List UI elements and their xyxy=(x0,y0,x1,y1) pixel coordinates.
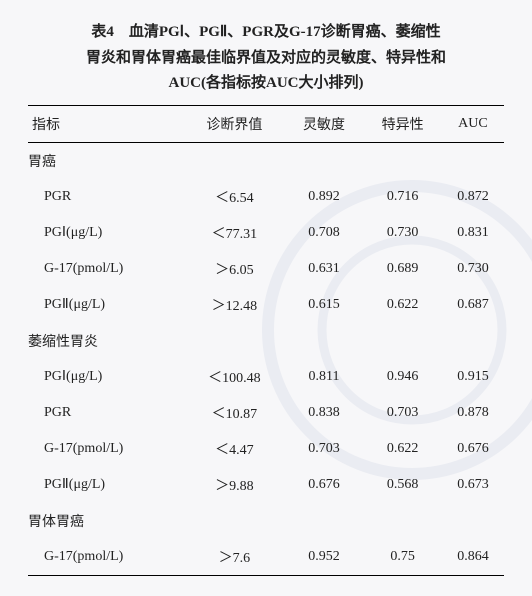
cell-value: 0.838 xyxy=(285,395,364,431)
cell-value: ＜77.31 xyxy=(184,215,285,251)
cell-indicator: G-17(pmol/L) xyxy=(28,251,184,287)
cell-value: 0.75 xyxy=(363,539,442,576)
table-row: G-17(pmol/L)＜4.470.7030.6220.676 xyxy=(28,431,504,467)
cell-value: 0.673 xyxy=(442,467,504,503)
col-indicator: 指标 xyxy=(28,105,184,142)
table-caption: 表4 血清PGⅠ、PGⅡ、PGR及G-17诊断胃癌、萎缩性 胃炎和胃体胃癌最佳临… xyxy=(28,20,504,97)
cell-indicator: PGⅠ(μg/L) xyxy=(28,359,184,395)
cell-value: 0.615 xyxy=(285,287,364,323)
cell-indicator: G-17(pmol/L) xyxy=(28,431,184,467)
section-row: 萎缩性胃炎 xyxy=(28,323,504,359)
header-row: 指标 诊断界值 灵敏度 特异性 AUC xyxy=(28,105,504,142)
cell-value: ＜10.87 xyxy=(184,395,285,431)
col-sensitivity: 灵敏度 xyxy=(285,105,364,142)
section-name: 萎缩性胃炎 xyxy=(28,323,504,359)
cell-value: 0.622 xyxy=(363,287,442,323)
table-row: G-17(pmol/L)＞7.60.9520.750.864 xyxy=(28,539,504,576)
diagnostic-table: 指标 诊断界值 灵敏度 特异性 AUC 胃癌PGR＜6.540.8920.716… xyxy=(28,105,504,576)
cell-indicator: PGⅡ(μg/L) xyxy=(28,467,184,503)
cell-value: 0.872 xyxy=(442,179,504,215)
cell-indicator: G-17(pmol/L) xyxy=(28,539,184,576)
cell-value: 0.915 xyxy=(442,359,504,395)
table-row: PGⅠ(μg/L)＜100.480.8110.9460.915 xyxy=(28,359,504,395)
cell-value: 0.878 xyxy=(442,395,504,431)
cell-indicator: PGⅡ(μg/L) xyxy=(28,287,184,323)
cell-indicator: PGR xyxy=(28,395,184,431)
section-name: 胃癌 xyxy=(28,142,504,179)
cell-value: 0.730 xyxy=(442,251,504,287)
cell-indicator: PGR xyxy=(28,179,184,215)
section-row: 胃体胃癌 xyxy=(28,503,504,539)
cell-value: 0.687 xyxy=(442,287,504,323)
cell-value: ＞6.05 xyxy=(184,251,285,287)
cell-value: ＜4.47 xyxy=(184,431,285,467)
cell-indicator: PGⅠ(μg/L) xyxy=(28,215,184,251)
table-row: PGⅡ(μg/L)＞9.880.6760.5680.673 xyxy=(28,467,504,503)
cell-value: 0.831 xyxy=(442,215,504,251)
cell-value: 0.946 xyxy=(363,359,442,395)
col-specificity: 特异性 xyxy=(363,105,442,142)
section-name: 胃体胃癌 xyxy=(28,503,504,539)
cell-value: 0.703 xyxy=(285,431,364,467)
table-row: PGⅡ(μg/L)＞12.480.6150.6220.687 xyxy=(28,287,504,323)
title-line-3: AUC(各指标按AUC大小排列) xyxy=(169,75,364,91)
cell-value: 0.631 xyxy=(285,251,364,287)
table-row: PGⅠ(μg/L)＜77.310.7080.7300.831 xyxy=(28,215,504,251)
cell-value: 0.708 xyxy=(285,215,364,251)
cell-value: ＞12.48 xyxy=(184,287,285,323)
section-row: 胃癌 xyxy=(28,142,504,179)
title-line-1: 表4 血清PGⅠ、PGⅡ、PGR及G-17诊断胃癌、萎缩性 xyxy=(91,24,440,40)
table-row: PGR＜6.540.8920.7160.872 xyxy=(28,179,504,215)
cell-value: 0.864 xyxy=(442,539,504,576)
col-auc: AUC xyxy=(442,105,504,142)
cell-value: ＞7.6 xyxy=(184,539,285,576)
cell-value: 0.622 xyxy=(363,431,442,467)
cell-value: 0.730 xyxy=(363,215,442,251)
cell-value: ＜6.54 xyxy=(184,179,285,215)
cell-value: 0.892 xyxy=(285,179,364,215)
cell-value: ＜100.48 xyxy=(184,359,285,395)
cell-value: 0.568 xyxy=(363,467,442,503)
cell-value: 0.676 xyxy=(442,431,504,467)
table-row: PGR＜10.870.8380.7030.878 xyxy=(28,395,504,431)
cell-value: 0.676 xyxy=(285,467,364,503)
col-cutoff: 诊断界值 xyxy=(184,105,285,142)
title-line-2: 胃炎和胃体胃癌最佳临界值及对应的灵敏度、特异性和 xyxy=(86,50,446,66)
cell-value: 0.811 xyxy=(285,359,364,395)
cell-value: 0.689 xyxy=(363,251,442,287)
cell-value: 0.716 xyxy=(363,179,442,215)
cell-value: 0.952 xyxy=(285,539,364,576)
cell-value: ＞9.88 xyxy=(184,467,285,503)
table-row: G-17(pmol/L)＞6.050.6310.6890.730 xyxy=(28,251,504,287)
cell-value: 0.703 xyxy=(363,395,442,431)
